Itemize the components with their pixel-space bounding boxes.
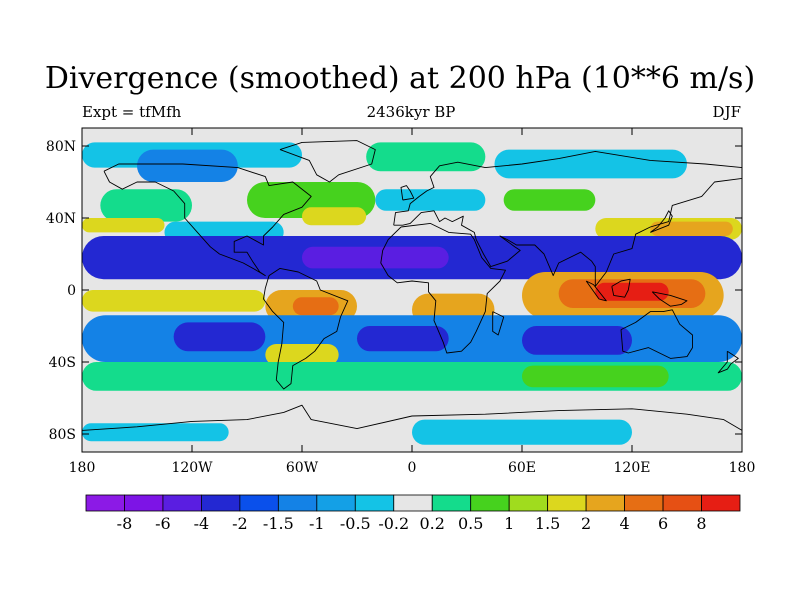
colorbar-label: -0.2	[378, 514, 409, 533]
colorbar-label: -2	[232, 514, 248, 533]
south-america-coast	[263, 267, 349, 390]
colorbar-swatch	[585, 494, 625, 512]
x-tick-label: 180	[729, 460, 756, 476]
arctic-siberia-band	[494, 149, 687, 179]
maritime-continent-peak	[595, 282, 669, 301]
argentina-divergence	[265, 344, 339, 366]
colorbar-swatch	[354, 494, 395, 512]
colorbar-label: 2	[581, 514, 591, 533]
colorbar-label: -1	[309, 514, 325, 533]
y-tick-label: 40N	[46, 211, 76, 227]
x-tick-label: 180	[69, 460, 96, 476]
colorbar-label: 8	[696, 514, 706, 533]
arctic-canada-cell	[137, 149, 238, 182]
amazon-core	[292, 297, 339, 316]
asian-jet-core	[650, 221, 733, 236]
colorbar-label: -6	[155, 514, 171, 533]
y-tick-label: 80N	[46, 139, 76, 155]
south-atlantic-convergence	[357, 326, 449, 352]
y-tick-label: 80S	[49, 427, 76, 443]
central-asia-divergence	[503, 189, 596, 211]
arctic-atlantic-band	[366, 142, 486, 172]
colorbar-swatch	[624, 494, 664, 512]
colorbar-swatch	[316, 494, 356, 512]
madagascar-coast	[492, 311, 505, 336]
antarctica-coast	[82, 404, 742, 431]
sahara-convergence-core	[302, 246, 449, 269]
time-label: 2436kyr BP	[366, 103, 456, 121]
colorbar-swatch	[162, 494, 202, 512]
colorbar-swatch	[239, 494, 279, 512]
north-pacific-divergence	[100, 189, 192, 222]
colorbar-swatch	[124, 494, 164, 512]
x-tick-label: 0	[408, 460, 417, 476]
colorbar-label: -8	[117, 514, 133, 533]
pacific-itcz-divergence	[82, 290, 266, 312]
atlantic-jet-core	[302, 207, 367, 226]
colorbar-swatch	[201, 494, 241, 512]
japan-coast	[650, 210, 673, 233]
antarctic-pacific-convergence	[82, 423, 229, 442]
europe-convergence	[375, 189, 486, 211]
borneo-coast	[611, 278, 631, 298]
x-tick-label: 120W	[171, 460, 213, 476]
colorbar-label: 0.2	[420, 514, 445, 533]
colorbar-swatch	[277, 494, 318, 512]
uk-coast	[400, 185, 415, 201]
colorbar-label: 1.5	[535, 514, 560, 533]
colorbar-label: 1	[504, 514, 514, 533]
x-tick-label: 60W	[286, 460, 319, 476]
plot-title: Divergence (smoothed) at 200 hPa (10**6 …	[44, 61, 756, 96]
colorbar-swatch	[662, 494, 702, 512]
x-tick-label: 60E	[508, 460, 536, 476]
colorbar-swatch	[431, 494, 472, 512]
x-tick-label: 120E	[614, 460, 651, 476]
new-guinea-coast	[651, 291, 688, 307]
y-tick-label: 0	[67, 283, 76, 299]
colorbar-swatch	[701, 494, 741, 512]
colorbar-swatch	[470, 494, 510, 512]
antarctic-indian-convergence	[412, 419, 632, 445]
experiment-label: Expt = tfMfh	[82, 103, 182, 121]
australia-coast	[620, 309, 693, 359]
north-america-coast	[103, 163, 312, 277]
colorbar-label: -4	[194, 514, 210, 533]
south-indian-convergence	[522, 326, 632, 355]
colorbar-label: -1.5	[263, 514, 294, 533]
colorbar-swatch	[508, 494, 549, 512]
colorbar-swatch	[85, 494, 125, 512]
greenland-coast	[279, 140, 376, 183]
new-zealand-coast	[717, 350, 739, 374]
colorbar-label: -0.5	[340, 514, 371, 533]
colorbar-swatch	[547, 494, 587, 512]
colorbar-swatch	[393, 494, 433, 512]
colorbar-label: 4	[619, 514, 629, 533]
pacific-jet-divergence	[82, 218, 165, 233]
africa-coast	[380, 222, 506, 354]
season-label: DJF	[712, 103, 741, 121]
south-pacific-convergence	[173, 322, 266, 352]
divergence-field	[82, 128, 742, 452]
colorbar-label: 0.5	[458, 514, 483, 533]
sumatra-coast	[585, 280, 607, 302]
colorbar-label: 6	[658, 514, 668, 533]
southern-indian-divergence	[522, 365, 669, 388]
y-tick-label: 40S	[49, 355, 76, 371]
